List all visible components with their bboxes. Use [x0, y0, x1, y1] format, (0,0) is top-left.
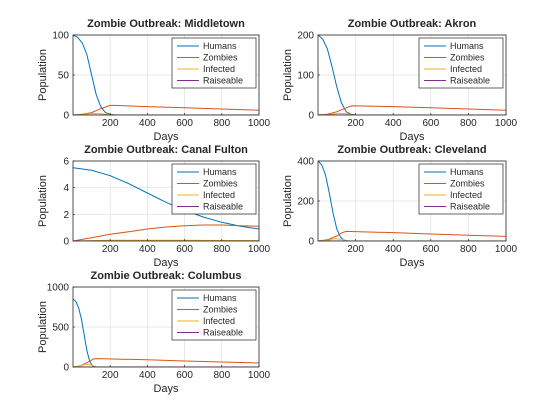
chart-title: Zombie Outbreak: Canal Fulton [84, 144, 248, 156]
y-tick-label: 4 [63, 183, 69, 194]
legend-label-zombies: Zombies [450, 53, 485, 63]
x-tick-label: 400 [139, 370, 156, 381]
x-tick-label: 200 [102, 370, 119, 381]
x-tick-label: 400 [385, 118, 402, 129]
legend-label-humans: Humans [450, 41, 484, 51]
legend-label-raiseable: Raiseable [203, 202, 243, 212]
y-axis-label: Population [37, 175, 49, 227]
x-tick-label: 1000 [248, 244, 271, 255]
series-line-humans [73, 167, 259, 230]
series-line-zombies [318, 230, 506, 241]
subplot-1: 200 400 600 800 1000 0 50 100 Zombie Outbreak: M… [37, 18, 271, 143]
y-tick-label: 50 [58, 71, 70, 82]
x-tick-label: 800 [460, 244, 477, 255]
x-axis-label: Days [399, 257, 425, 269]
y-axis-label: Population [37, 49, 49, 101]
legend-label-infected: Infected [450, 190, 482, 200]
x-axis-label: Days [153, 383, 179, 395]
legend-label-zombies: Zombies [450, 179, 485, 189]
legend-label-raiseable: Raiseable [450, 76, 490, 86]
series-line-infected [73, 363, 259, 367]
y-tick-label: 0 [308, 111, 314, 122]
x-tick-label: 1000 [248, 118, 271, 129]
x-tick-label: 600 [176, 370, 193, 381]
y-tick-label: 0 [63, 363, 69, 374]
subplot-3: 200 400 600 800 1000 0 2 4 6 Zombie Outbreak: Can… [37, 144, 271, 269]
legend-label-infected: Infected [450, 64, 482, 74]
y-tick-label: 6 [63, 157, 69, 168]
x-tick-label: 800 [213, 370, 230, 381]
y-tick-label: 200 [297, 31, 314, 42]
legend-label-humans: Humans [203, 41, 237, 51]
series-line-zombies [73, 104, 259, 115]
x-tick-label: 400 [139, 244, 156, 255]
y-tick-label: 100 [297, 71, 314, 82]
legend-label-zombies: Zombies [203, 53, 238, 63]
series-line-humans [73, 35, 259, 115]
y-tick-label: 0 [63, 237, 69, 248]
x-tick-label: 200 [347, 118, 364, 129]
x-tick-label: 600 [422, 118, 439, 129]
series-line-zombies [73, 224, 259, 241]
x-axis-label: Days [153, 257, 179, 269]
x-tick-label: 800 [213, 244, 230, 255]
chart-title: Zombie Outbreak: Akron [348, 18, 477, 30]
y-axis-label: Population [282, 175, 294, 227]
y-tick-label: 100 [52, 31, 69, 42]
legend-label-raiseable: Raiseable [450, 202, 490, 212]
x-tick-label: 800 [213, 118, 230, 129]
legend-label-infected: Infected [203, 64, 235, 74]
series-line-zombies [318, 105, 506, 115]
legend-label-raiseable: Raiseable [203, 76, 243, 86]
y-tick-label: 0 [63, 111, 69, 122]
y-tick-label: 200 [297, 197, 314, 208]
axes-box [72, 160, 260, 242]
legend-label-raiseable: Raiseable [203, 328, 243, 338]
chart-title: Zombie Outbreak: Columbus [91, 270, 242, 282]
x-tick-label: 400 [139, 118, 156, 129]
x-tick-label: 1000 [495, 244, 518, 255]
legend-label-zombies: Zombies [203, 305, 238, 315]
legend-label-humans: Humans [203, 167, 237, 177]
chart-title: Zombie Outbreak: Cleveland [337, 144, 486, 156]
y-tick-label: 2 [63, 210, 69, 221]
x-tick-label: 1000 [495, 118, 518, 129]
x-tick-label: 600 [422, 244, 439, 255]
x-tick-label: 600 [176, 118, 193, 129]
y-tick-label: 1000 [47, 283, 70, 294]
subplot-5: 200 400 600 800 1000 0 500 1000 Zombie Outbreak:… [37, 270, 271, 395]
x-tick-label: 400 [385, 244, 402, 255]
y-tick-label: 500 [52, 323, 69, 334]
y-tick-label: 400 [297, 157, 314, 168]
y-tick-label: 0 [308, 237, 314, 248]
x-tick-label: 200 [102, 118, 119, 129]
y-axis-label: Population [282, 49, 294, 101]
x-tick-label: 200 [347, 244, 364, 255]
legend-label-infected: Infected [203, 316, 235, 326]
legend-label-humans: Humans [203, 293, 237, 303]
x-axis-label: Days [399, 131, 425, 143]
x-tick-label: 800 [460, 118, 477, 129]
x-axis-label: Days [153, 131, 179, 143]
x-tick-label: 1000 [248, 370, 271, 381]
subplot-2: 200 400 600 800 1000 0 100 200 Zombie Outbreak: … [282, 18, 518, 143]
legend-label-infected: Infected [203, 190, 235, 200]
y-axis-label: Population [37, 301, 49, 353]
legend-label-zombies: Zombies [203, 179, 238, 189]
x-tick-label: 200 [102, 244, 119, 255]
chart-title: Zombie Outbreak: Middletown [87, 18, 245, 30]
subplot-4: 200 400 600 800 1000 0 200 400 Zombie Outbreak: … [282, 144, 518, 269]
legend-label-humans: Humans [450, 167, 484, 177]
x-tick-label: 600 [176, 244, 193, 255]
